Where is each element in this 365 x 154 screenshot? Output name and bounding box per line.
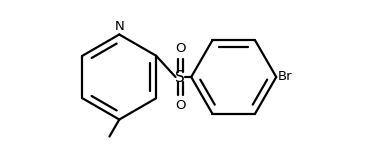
Text: N: N bbox=[114, 20, 124, 33]
Text: O: O bbox=[175, 42, 185, 55]
Text: S: S bbox=[176, 69, 185, 85]
Text: Br: Br bbox=[278, 71, 293, 83]
Text: O: O bbox=[175, 99, 185, 112]
